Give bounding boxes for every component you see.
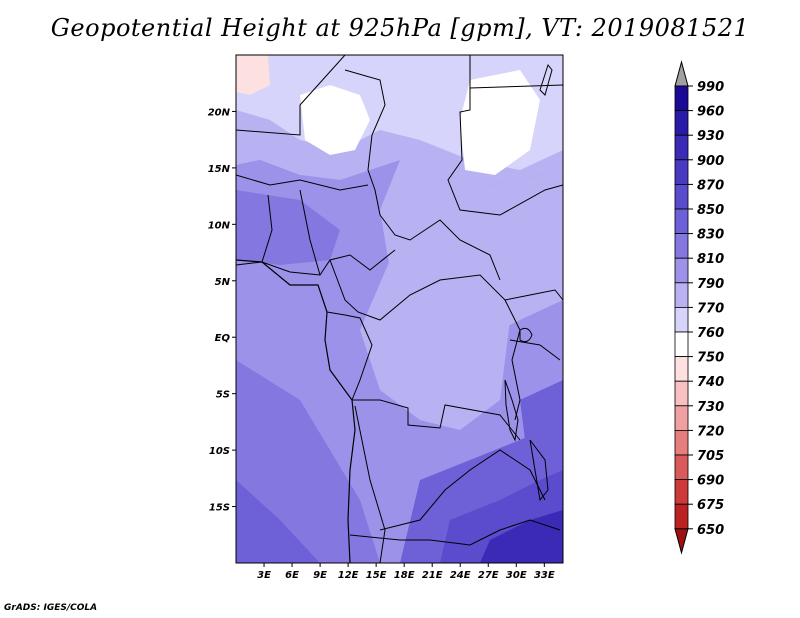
colorbar-bottom-arrow	[674, 528, 689, 555]
colorbar-swatch	[674, 208, 689, 235]
colorbar-label: 850	[697, 203, 724, 218]
map-frame	[235, 54, 564, 564]
border-line	[326, 311, 373, 401]
border-line	[529, 289, 563, 301]
y-tick-label: 10N	[208, 220, 231, 231]
colorbar-label: 990	[697, 80, 724, 95]
colorbar-label: 900	[697, 154, 724, 169]
field-zone-east-coast	[520, 380, 563, 480]
y-tick-label: 20N	[208, 107, 231, 118]
colorbar-swatch	[674, 380, 689, 407]
y-axis: 20N 15N 10N 5N EQ 5S 10S 15S	[208, 107, 236, 514]
border-line	[379, 214, 501, 281]
x-tick-label: 24E	[450, 570, 471, 581]
colorbar-swatch	[674, 134, 689, 161]
colorbar-label: 830	[697, 228, 724, 243]
colorbar-label: 675	[697, 498, 724, 513]
colorbar-swatch	[674, 85, 689, 112]
field-zone-far-southwest	[236, 480, 320, 563]
colorbar-swatch	[674, 257, 689, 284]
border-line	[349, 519, 561, 546]
border-line	[261, 194, 273, 263]
red-sea-coast	[539, 63, 553, 96]
x-tick-label: 6E	[285, 570, 299, 581]
colorbar-swatch	[674, 110, 689, 136]
colorbar-swatch	[674, 503, 689, 530]
colorbar-swatch	[674, 331, 689, 358]
colorbar: 990 960 930 900 870 850 830 810 790 770 760 750 740 7…	[674, 60, 724, 555]
colorbar-label: 790	[697, 277, 724, 292]
colorbar-label: 705	[697, 449, 724, 464]
border-line	[236, 174, 369, 191]
colorbar-swatch	[674, 183, 689, 210]
x-tick-label: 15E	[366, 570, 387, 581]
border-line	[447, 55, 563, 216]
colorbar-label: 690	[697, 474, 724, 489]
field-zone-west-africa	[236, 190, 340, 265]
colorbar-swatch	[674, 454, 689, 481]
border-line	[299, 55, 346, 106]
colorbar-swatch	[674, 429, 689, 456]
colorbar-label: 760	[697, 326, 724, 341]
x-tick-label: 12E	[338, 570, 359, 581]
colorbar-swatch	[674, 159, 689, 185]
field-zone-southeast-darkest	[480, 510, 563, 563]
colorbar-label: 740	[697, 375, 724, 390]
border-line	[509, 339, 561, 361]
x-tick-label: 27E	[478, 570, 499, 581]
border-line	[354, 405, 386, 563]
map-title: Geopotential Height at 925hPa [gpm], VT:…	[50, 14, 750, 42]
coastline-west	[236, 259, 356, 563]
border-line	[329, 259, 531, 321]
field-zone-southwest	[236, 360, 380, 563]
y-tick-label: 15N	[208, 164, 231, 175]
colorbar-label: 810	[697, 252, 724, 267]
border-line	[236, 249, 396, 276]
colorbar-label: 650	[697, 523, 724, 538]
field-zone-pink	[236, 55, 270, 95]
border-line	[236, 105, 301, 136]
y-tick-label: 5S	[216, 390, 230, 401]
colorbar-label: 870	[697, 178, 724, 193]
y-tick-label: 5N	[215, 277, 231, 288]
y-tick-label: 15S	[209, 503, 230, 514]
colorbar-swatch	[674, 405, 689, 431]
border-line	[504, 299, 521, 421]
colorbar-label: 930	[697, 129, 724, 144]
border-line	[379, 449, 546, 531]
border-line	[299, 189, 321, 276]
colorbar-label: 960	[697, 105, 724, 120]
grads-credit: GrADS: IGES/COLA	[4, 603, 98, 613]
colorbar-label: 730	[697, 400, 724, 415]
border-line	[344, 69, 386, 216]
colorbar-label: 770	[697, 301, 724, 316]
political-borders	[236, 55, 563, 563]
lake-tanganyika	[504, 379, 519, 442]
colorbar-label: 720	[697, 424, 724, 439]
colorbar-top-arrow	[674, 60, 689, 87]
x-tick-label: 33E	[534, 570, 555, 581]
x-tick-label: 18E	[394, 570, 415, 581]
field-zone-congo-basin	[360, 260, 510, 430]
colorbar-label: 750	[697, 351, 724, 366]
field-zone-sahara-white	[300, 85, 370, 155]
colorbar-swatch	[674, 233, 689, 259]
lake-victoria	[519, 327, 533, 343]
field-zone-egypt-white	[460, 70, 540, 175]
colorbar-swatch	[674, 479, 689, 505]
x-tick-label: 21E	[422, 570, 443, 581]
x-axis: 3E 6E 9E 12E 15E 18E 21E 24E 27E 30E 33E	[257, 563, 555, 581]
colorbar-swatch	[674, 356, 689, 382]
lake-malawi	[529, 439, 549, 502]
x-tick-label: 3E	[257, 570, 271, 581]
colorbar-swatch	[674, 306, 689, 333]
colorbar-swatch	[674, 282, 689, 308]
y-tick-label: 10S	[209, 446, 230, 457]
geopotential-field	[236, 55, 563, 563]
border-line	[352, 399, 521, 441]
x-tick-label: 30E	[506, 570, 527, 581]
x-tick-label: 9E	[313, 570, 327, 581]
y-tick-label: EQ	[215, 333, 231, 344]
